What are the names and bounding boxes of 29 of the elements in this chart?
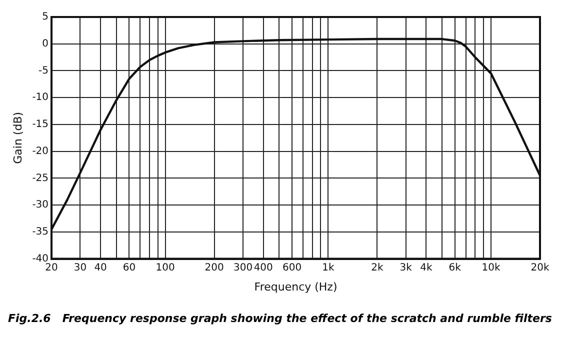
y-tick-label: -35 [32, 226, 49, 238]
x-tick-label: 2k [371, 262, 384, 274]
y-axis-title: Gain (dB) [11, 112, 24, 164]
x-tick-label: 600 [282, 262, 302, 274]
x-tick-label: 60 [122, 262, 136, 274]
y-tick-label: 5 [42, 12, 49, 23]
x-tick-label: 1k [322, 262, 334, 274]
x-tick-label: 300 [233, 262, 253, 274]
y-tick-label: -40 [32, 253, 49, 264]
y-tick-label: -5 [38, 65, 49, 76]
y-tick-label: 0 [42, 38, 49, 50]
x-tick-label: 100 [156, 262, 175, 274]
x-tick-label: 30 [74, 262, 87, 274]
x-tick-label: 6k [448, 262, 462, 274]
x-tick-label: 20 [45, 262, 58, 274]
x-tick-label: 200 [204, 262, 224, 274]
y-tick-label: -10 [32, 92, 49, 104]
x-tick-label: 10k [482, 262, 500, 274]
caption: Fig.2.6 Frequency response graph showing the effect of the scratch and rumble filters [8, 312, 553, 325]
y-tick-label: -30 [32, 200, 49, 211]
y-tick-label: -20 [32, 146, 49, 157]
y-tick-label: -15 [32, 119, 49, 130]
y-tick-label: -25 [32, 172, 49, 184]
x-tick-label: 400 [254, 262, 273, 274]
x-axis-title: Frequency (Hz) [254, 280, 338, 294]
x-tick-label: 40 [94, 262, 107, 274]
x-tick-label: 20k [530, 262, 550, 274]
x-tick-label: 3k [400, 262, 412, 274]
x-tick-label: 4k [420, 262, 432, 274]
